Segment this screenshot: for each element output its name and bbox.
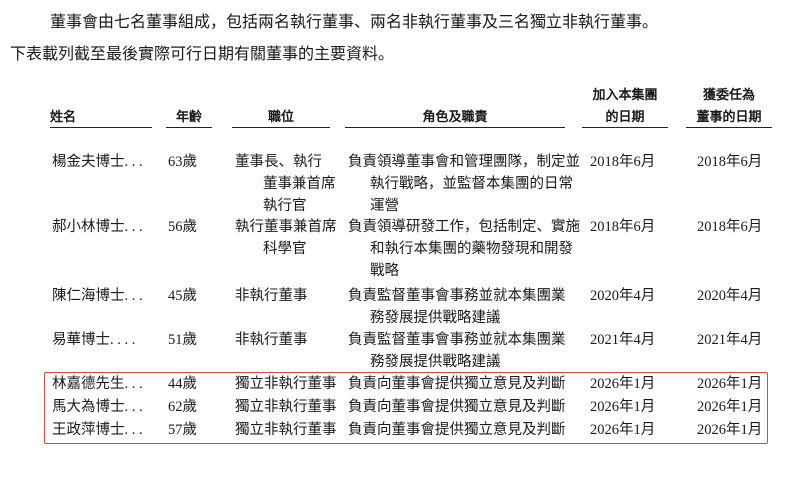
- director-position: 董事長、執行董事兼首席執行官: [235, 151, 336, 217]
- header-divider: [50, 127, 152, 128]
- director-age: 44歲: [168, 376, 197, 392]
- director-position-line: 執行董事兼首席: [235, 219, 337, 235]
- intro-line-1: 董事會由七名董事組成，包括兩名執行董事、兩名非執行董事及三名獨立非執行董事。: [50, 14, 659, 31]
- join-date: 2021年4月: [590, 332, 656, 348]
- highlight-box: [44, 372, 768, 444]
- director-role-line: 和執行本集團的藥物發現和開發: [370, 241, 573, 257]
- director-role-line: 執行戰略，並監督本集團的日常: [370, 176, 573, 192]
- director-role: 負責向董事會提供獨立意見及判斷: [348, 373, 566, 395]
- header-age: 年齡: [175, 109, 202, 124]
- director-role-line: 負責監督董事會事務並就本集團業: [348, 332, 566, 348]
- director-role: 負責領導研發工作，包括制定、實施和執行本集團的藥物發現和開發 戰略: [348, 216, 580, 282]
- director-role: 負責監督董事會事務並就本集團業務發展提供戰略建議: [348, 329, 566, 373]
- director-name: 楊金夫博士. . .: [52, 154, 143, 170]
- director-role-line: 負責領導研發工作，包括制定、實施: [348, 219, 580, 235]
- director-name: 易華博士. . . .: [52, 332, 136, 348]
- director-role-line: 運營: [370, 198, 399, 214]
- director-role: 負責向董事會提供獨立意見及判斷: [348, 419, 566, 441]
- director-name: 郝小林博士. . .: [52, 219, 143, 235]
- director-role: 負責向董事會提供獨立意見及判斷: [348, 396, 566, 418]
- director-age: 56歲: [168, 219, 197, 235]
- header-join-date: 加入本集團 的日期: [582, 84, 668, 128]
- appointed-date: 2020年4月: [697, 288, 763, 304]
- header-appointed-date: 獲委任為 董事的日期: [686, 84, 772, 128]
- director-role-line: 務發展提供戰略建議: [370, 310, 501, 326]
- header-join-date-line2: 的日期: [605, 109, 645, 124]
- director-name: 王政萍博士. . .: [52, 422, 143, 438]
- director-role-line: 負責向董事會提供獨立意見及判斷: [348, 376, 566, 392]
- director-position: 非執行董事: [235, 285, 308, 307]
- director-position: 獨立非執行董事: [235, 419, 337, 441]
- intro-line-2: 下表載列截至最後實際可行日期有關董事的主要資料。: [10, 46, 395, 63]
- header-position: 職位: [267, 109, 294, 124]
- director-position-line: 董事兼首席: [263, 176, 336, 192]
- header-divider: [345, 127, 565, 128]
- appointed-date: 2018年6月: [697, 219, 763, 235]
- director-role-line: 負責領導董事會和管理團隊，制定並: [348, 154, 580, 170]
- header-join-date-line1: 加入本集團: [592, 87, 658, 102]
- director-position-line: 非執行董事: [235, 332, 308, 348]
- director-position-line: 執行官: [263, 198, 307, 214]
- director-age: 51歲: [168, 332, 197, 348]
- director-age: 45歲: [168, 288, 197, 304]
- director-role: 負責監督董事會事務並就本集團業務發展提供戰略建議: [348, 285, 566, 329]
- header-role: 角色及職責: [422, 109, 488, 124]
- appointed-date: 2026年1月: [697, 422, 763, 438]
- header-divider: [166, 127, 212, 128]
- appointed-date: 2026年1月: [697, 376, 763, 392]
- join-date: 2020年4月: [590, 288, 656, 304]
- director-position: 執行董事兼首席 科學官: [235, 216, 337, 260]
- director-name: 馬大為博士. . .: [52, 399, 143, 415]
- appointed-date: 2021年4月: [697, 332, 763, 348]
- director-position-line: 董事長、執行: [235, 154, 322, 170]
- join-date: 2026年1月: [590, 376, 656, 392]
- director-role-line: 負責向董事會提供獨立意見及判斷: [348, 422, 566, 438]
- director-age: 57歲: [168, 422, 197, 438]
- director-age: 62歲: [168, 399, 197, 415]
- director-age: 63歲: [168, 154, 197, 170]
- header-appointed-line1: 獲委任為: [702, 87, 755, 102]
- director-position-line: 獨立非執行董事: [235, 376, 337, 392]
- director-position: 獨立非執行董事: [235, 396, 337, 418]
- header-divider: [232, 127, 330, 128]
- director-role: 負責領導董事會和管理團隊，制定並執行戰略，並監督本集團的日常 運營: [348, 151, 580, 217]
- director-role-line: 負責監督董事會事務並就本集團業: [348, 288, 566, 304]
- director-name: 林嘉德先生. . .: [52, 376, 143, 392]
- header-divider: [582, 127, 668, 128]
- director-position-line: 獨立非執行董事: [235, 399, 337, 415]
- director-role-line: 務發展提供戰略建議: [370, 354, 501, 370]
- header-divider: [686, 127, 772, 128]
- join-date: 2018年6月: [590, 219, 656, 235]
- header-name: 姓名: [50, 109, 77, 124]
- director-position-line: 獨立非執行董事: [235, 422, 337, 438]
- director-role-line: 負責向董事會提供獨立意見及判斷: [348, 399, 566, 415]
- director-position-line: 非執行董事: [235, 288, 308, 304]
- header-appointed-line2: 董事的日期: [696, 109, 762, 124]
- director-position: 獨立非執行董事: [235, 373, 337, 395]
- director-position-line: 科學官: [263, 241, 307, 257]
- director-name: 陳仁海博士. . .: [52, 288, 143, 304]
- director-role-line: 戰略: [370, 263, 399, 279]
- join-date: 2026年1月: [590, 422, 656, 438]
- appointed-date: 2026年1月: [697, 399, 763, 415]
- join-date: 2018年6月: [590, 154, 656, 170]
- join-date: 2026年1月: [590, 399, 656, 415]
- director-position: 非執行董事: [235, 329, 308, 351]
- appointed-date: 2018年6月: [697, 154, 763, 170]
